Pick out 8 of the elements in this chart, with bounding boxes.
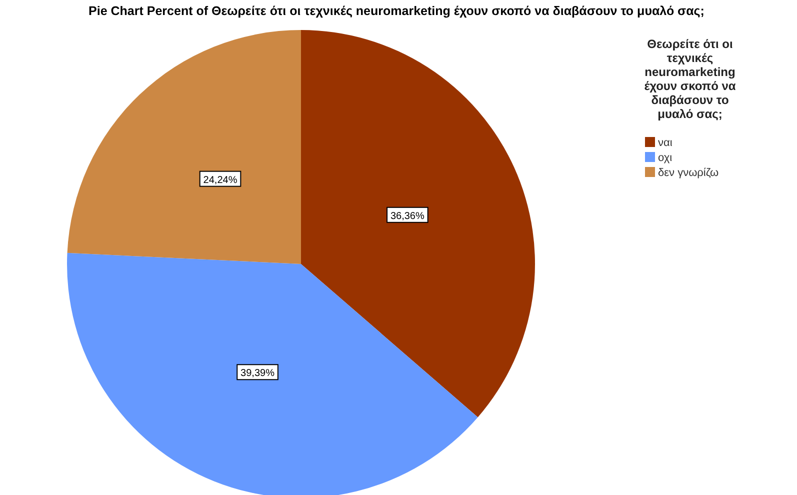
legend-label: δεν γνωρίζω (658, 167, 719, 179)
legend-label: οχι (658, 152, 673, 164)
legend-label: ναι (658, 137, 673, 149)
legend-title: Θεωρείτε ότι οι τεχνικές neuromarketing έχουν σκοπό να διαβάσουν το μυαλό σας; (644, 37, 736, 121)
data-label: 39,39% (240, 368, 275, 380)
data-label: 36,36% (390, 210, 424, 222)
chart-title: Pie Chart Percent of Θεωρείτε ότι οι τεχνικές neuromarketing έχουν σκοπό να διαβάσουν το μυαλό σας; (88, 4, 704, 18)
data-label: 24,24% (203, 174, 238, 186)
